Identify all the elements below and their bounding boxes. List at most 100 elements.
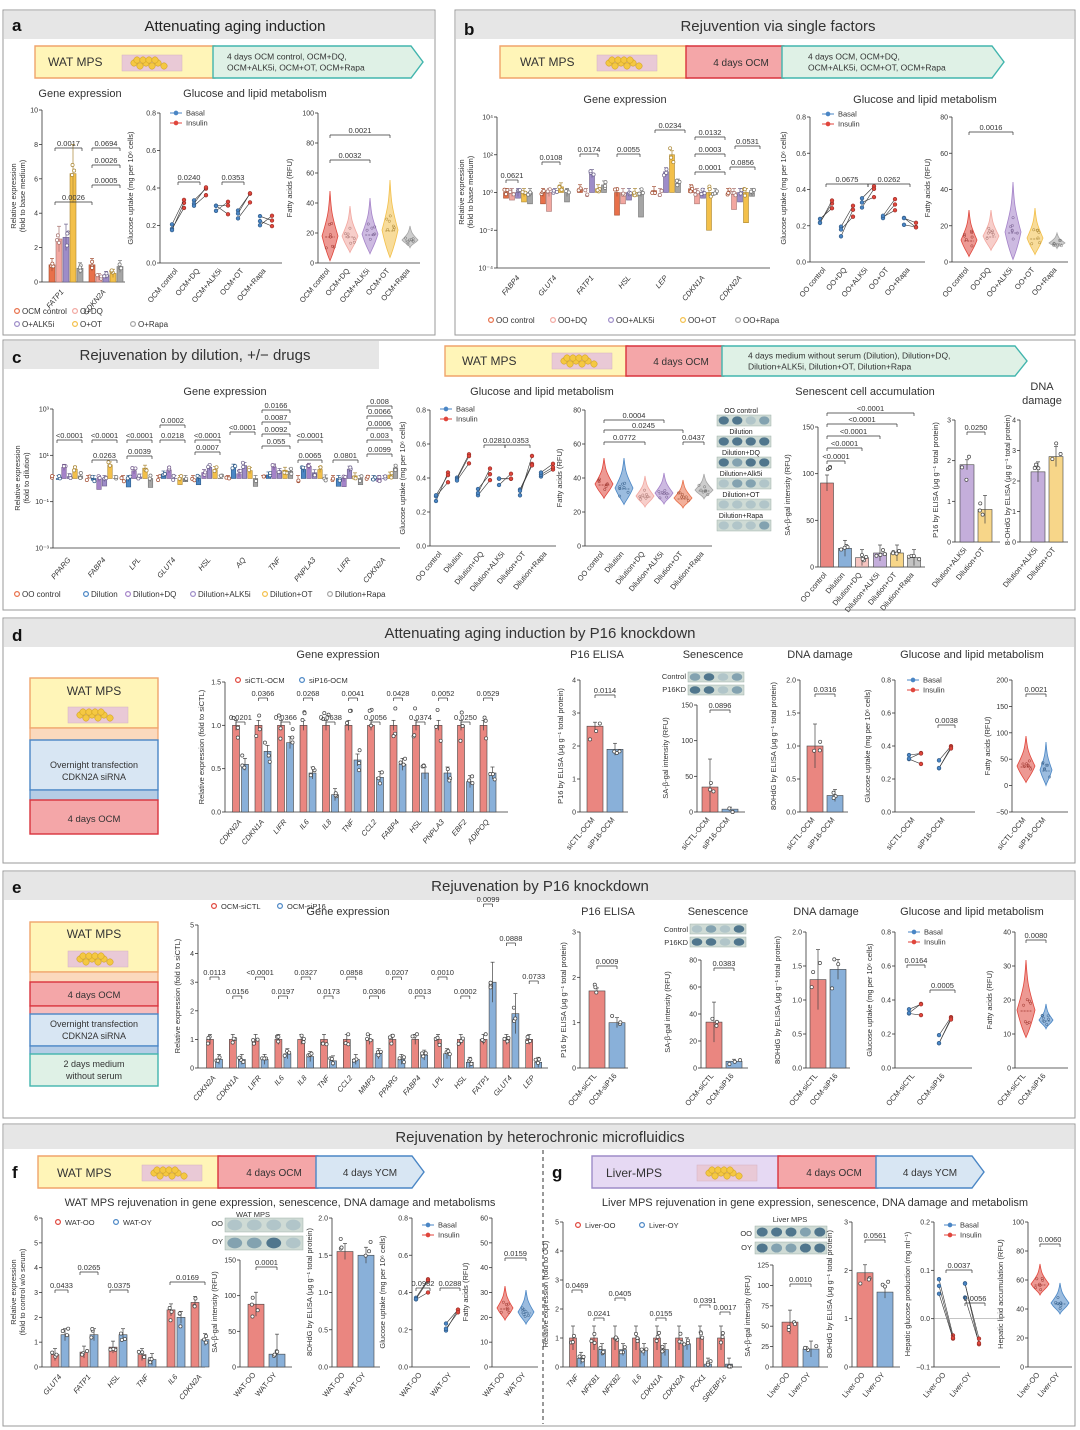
data-point xyxy=(708,787,712,792)
pair-line xyxy=(477,473,491,490)
data-point xyxy=(324,1042,329,1047)
data-point xyxy=(276,1039,281,1044)
y-tick-label: 2 xyxy=(34,245,38,252)
y-tick-label: 30 xyxy=(1003,964,1011,971)
y-tick-label: 25 xyxy=(761,1344,769,1351)
legend-label: OO+ALK5i xyxy=(616,316,655,325)
data-point xyxy=(1048,775,1051,779)
data-point xyxy=(203,470,208,475)
data-point xyxy=(830,986,835,991)
data-point xyxy=(272,1352,277,1357)
data-point xyxy=(352,237,356,240)
p-value: 0.0114 xyxy=(594,686,616,695)
data-point xyxy=(520,190,525,195)
data-point xyxy=(193,1296,198,1301)
data-point xyxy=(643,488,646,492)
data-point xyxy=(528,190,533,195)
data-point xyxy=(639,1347,644,1352)
data-point xyxy=(618,494,622,498)
p-value: 0.0021 xyxy=(349,126,372,135)
stain-well xyxy=(227,1219,243,1231)
p-value: 0.0002 xyxy=(161,416,184,425)
y-tick-label: −50 xyxy=(996,810,1008,817)
y-tick-label: 60 xyxy=(306,171,314,178)
data-point xyxy=(483,718,488,723)
flow-label: Overnight transfection xyxy=(50,1019,138,1029)
data-point xyxy=(566,190,571,195)
basal-point xyxy=(538,470,544,475)
data-point xyxy=(357,761,362,766)
data-point xyxy=(1047,1017,1050,1021)
stain-label: P16KD xyxy=(662,685,686,694)
data-point xyxy=(61,464,66,469)
cell-icon xyxy=(168,1172,176,1180)
stain-well xyxy=(759,521,770,530)
p-value: 0.0218 xyxy=(161,431,184,440)
data-point xyxy=(257,713,262,718)
y-tick-label: 10⁻² xyxy=(479,228,493,235)
cell-icon xyxy=(79,952,87,960)
data-point xyxy=(1041,1016,1045,1020)
data-point xyxy=(445,767,450,772)
y-tick-label: 100 xyxy=(302,111,314,118)
data-point xyxy=(506,1302,510,1306)
p-value: 0.0469 xyxy=(566,1281,589,1290)
y-tick-label: 0.2 xyxy=(920,1220,930,1227)
data-point xyxy=(60,1329,65,1333)
data-point xyxy=(348,708,352,713)
insulin-point xyxy=(918,761,924,767)
p-value: <0.0001 xyxy=(831,439,858,448)
data-point xyxy=(488,985,493,990)
data-point xyxy=(267,759,272,764)
stain-label: OY xyxy=(212,1237,223,1246)
data-point xyxy=(1044,763,1048,767)
cell-cluster-icon xyxy=(141,1164,203,1182)
data-point xyxy=(1039,1288,1043,1292)
basal-point xyxy=(936,765,942,771)
y-tick-label: 1.0 xyxy=(792,998,802,1005)
p-value: <0.0001 xyxy=(848,415,875,424)
stain-well xyxy=(759,416,770,425)
flow-transfect xyxy=(29,1013,159,1047)
p-value: 0.0038 xyxy=(935,716,958,725)
data-point xyxy=(321,1041,325,1046)
insulin-point xyxy=(948,1017,954,1022)
stain-well xyxy=(745,500,756,509)
y-tick-label: 0 xyxy=(693,1066,697,1073)
data-point xyxy=(348,226,352,230)
legend-insulin: Insulin xyxy=(924,938,946,947)
data-point xyxy=(1056,1296,1060,1299)
violin xyxy=(1016,959,1036,1039)
legend-basal-marker xyxy=(911,929,917,935)
data-point xyxy=(230,466,235,471)
data-point xyxy=(90,265,95,270)
y-tick-label: 0.6 xyxy=(881,964,891,971)
data-point xyxy=(262,740,267,745)
flow-treatment xyxy=(212,45,424,79)
insulin-point xyxy=(950,1335,956,1341)
data-point xyxy=(818,739,823,744)
insulin-point xyxy=(445,480,451,485)
y-tick-label: 0 xyxy=(1020,1365,1024,1372)
data-point xyxy=(371,233,375,237)
insulin-point xyxy=(181,205,187,211)
y-tick-label: 10⁰ xyxy=(482,189,493,197)
data-point xyxy=(365,1032,370,1037)
data-point xyxy=(367,708,372,713)
data-point xyxy=(144,468,149,473)
y-axis-label: SA-β-gal intensity (RFU) xyxy=(663,971,672,1053)
data-point xyxy=(470,781,475,786)
y-tick-label: 0.0 xyxy=(318,1365,328,1372)
data-point xyxy=(1054,1300,1058,1304)
stain-label: Dilution xyxy=(729,429,752,436)
p-value: 0.0166 xyxy=(265,401,288,410)
y-tick-label: 2.0 xyxy=(786,678,796,685)
bar xyxy=(856,1272,874,1368)
y-tick-label: 1 xyxy=(947,499,951,506)
basal-point xyxy=(475,490,481,496)
p-value: 0.0016 xyxy=(980,123,1003,132)
data-point xyxy=(468,1057,473,1062)
data-point xyxy=(703,485,707,489)
data-point xyxy=(1038,1282,1041,1286)
legend-marker xyxy=(549,317,556,324)
